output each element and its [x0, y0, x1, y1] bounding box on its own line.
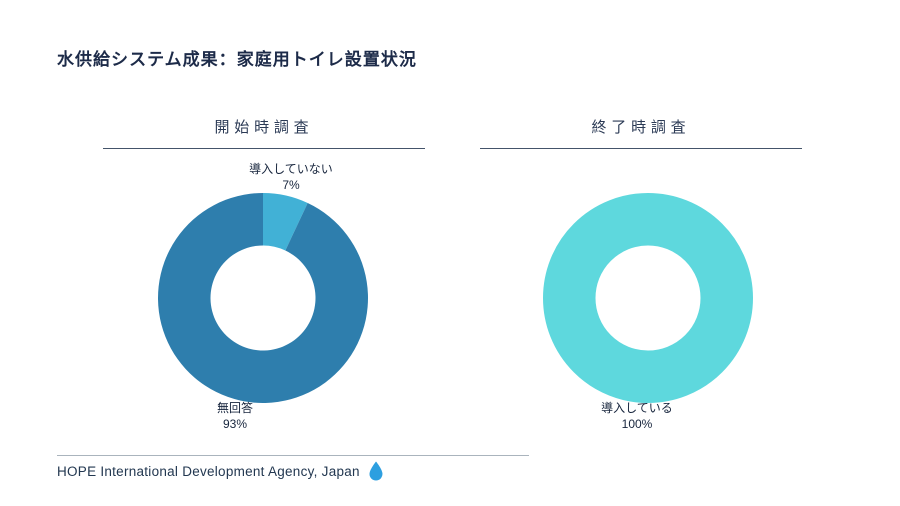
slice-label-text: 導入していない: [249, 162, 333, 176]
slice-label-not-installed: 導入していない 7%: [206, 161, 376, 193]
page-title: 水供給システム成果：家庭用トイレ設置状況: [57, 50, 417, 69]
slice-label-text: 無回答: [216, 401, 253, 415]
chart-title-endline: 終了時調査: [591, 119, 691, 136]
donut-segment-0: [543, 193, 753, 403]
donut-segment-0: [263, 193, 308, 251]
donut-chart-baseline: [158, 193, 368, 403]
slice-value-text: 100%: [621, 417, 653, 431]
footer-divider: [57, 455, 529, 456]
footer: HOPE International Development Agency, J…: [57, 461, 383, 481]
slice-label-text: 導入している: [601, 401, 673, 415]
chart-title-baseline: 開始時調査: [214, 119, 314, 136]
water-droplet-icon: [369, 461, 383, 481]
slice-value-text: 93%: [222, 417, 248, 431]
donut-segment-1: [158, 193, 368, 403]
donut-chart-endline: [543, 193, 753, 403]
footer-text: HOPE International Development Agency, J…: [57, 463, 360, 479]
water-droplet-shape: [369, 461, 383, 481]
chart-title-underline-baseline: [103, 148, 425, 149]
slice-label-no-answer: 無回答 93%: [150, 400, 320, 432]
slice-value-text: 7%: [282, 178, 300, 192]
chart-title-underline-endline: [480, 148, 802, 149]
slice-label-installed: 導入している 100%: [552, 400, 722, 432]
